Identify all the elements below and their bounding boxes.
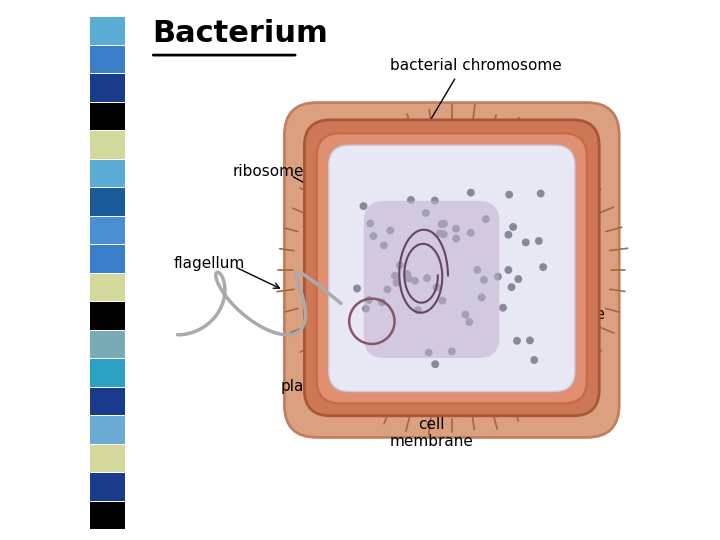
FancyBboxPatch shape [90,302,125,330]
Circle shape [510,224,516,230]
Circle shape [381,242,387,248]
Circle shape [453,226,459,232]
FancyBboxPatch shape [364,201,500,358]
Circle shape [467,190,474,196]
FancyBboxPatch shape [90,473,125,501]
Circle shape [523,239,529,246]
Circle shape [370,233,377,239]
Circle shape [537,190,544,197]
Circle shape [441,231,447,238]
Circle shape [354,285,360,292]
Circle shape [360,203,366,210]
Circle shape [379,299,385,306]
Circle shape [431,197,438,204]
FancyBboxPatch shape [284,103,619,437]
FancyBboxPatch shape [90,388,125,415]
Circle shape [412,278,418,284]
Circle shape [500,305,506,311]
Circle shape [408,197,414,203]
Circle shape [474,267,480,273]
FancyBboxPatch shape [90,217,125,244]
Text: ribosome: ribosome [233,164,304,179]
FancyBboxPatch shape [317,133,587,403]
Circle shape [415,307,421,313]
Circle shape [439,298,446,304]
FancyBboxPatch shape [90,444,125,472]
Circle shape [527,337,534,343]
FancyBboxPatch shape [90,74,125,102]
FancyBboxPatch shape [90,330,125,358]
Circle shape [393,280,400,286]
Circle shape [515,276,521,282]
Circle shape [397,262,403,268]
Circle shape [366,296,372,303]
Circle shape [441,220,447,227]
Text: flagellum: flagellum [174,256,244,271]
Circle shape [438,221,445,227]
Circle shape [363,306,369,312]
Circle shape [404,271,410,278]
Circle shape [453,235,459,242]
Circle shape [506,191,513,198]
Circle shape [466,319,472,325]
Circle shape [436,231,443,237]
Circle shape [423,210,429,216]
Text: cell wall: cell wall [482,379,543,394]
Circle shape [387,227,394,234]
Text: Bacterium: Bacterium [152,19,328,48]
FancyBboxPatch shape [90,103,125,130]
FancyBboxPatch shape [90,359,125,387]
Circle shape [481,276,487,283]
Circle shape [467,230,474,236]
FancyBboxPatch shape [90,131,125,159]
Circle shape [505,267,512,273]
FancyBboxPatch shape [90,45,125,73]
Circle shape [531,357,537,363]
Text: plasmid: plasmid [280,379,341,394]
Circle shape [432,361,438,368]
FancyBboxPatch shape [90,188,125,215]
Circle shape [392,273,398,279]
FancyBboxPatch shape [90,17,125,45]
Text: bacterial chromosome: bacterial chromosome [390,58,562,73]
FancyBboxPatch shape [90,245,125,273]
Circle shape [482,216,489,222]
FancyBboxPatch shape [90,274,125,301]
FancyBboxPatch shape [90,416,125,444]
FancyBboxPatch shape [328,145,575,392]
Text: cell
membrane: cell membrane [390,417,473,449]
Circle shape [405,275,412,282]
Circle shape [536,238,542,244]
Circle shape [495,273,501,280]
Circle shape [508,284,515,291]
Circle shape [479,294,485,301]
Circle shape [384,286,391,293]
Circle shape [462,312,469,318]
Circle shape [367,220,374,227]
Text: cytoplasm: cytoplasm [359,379,438,394]
FancyBboxPatch shape [90,502,125,529]
Circle shape [540,264,546,271]
Circle shape [433,284,440,291]
FancyBboxPatch shape [90,159,125,187]
Circle shape [424,275,431,281]
Circle shape [514,338,521,344]
Circle shape [505,232,512,238]
Circle shape [449,348,455,355]
Text: capsule: capsule [546,307,606,322]
Circle shape [426,349,432,356]
FancyBboxPatch shape [305,120,599,416]
